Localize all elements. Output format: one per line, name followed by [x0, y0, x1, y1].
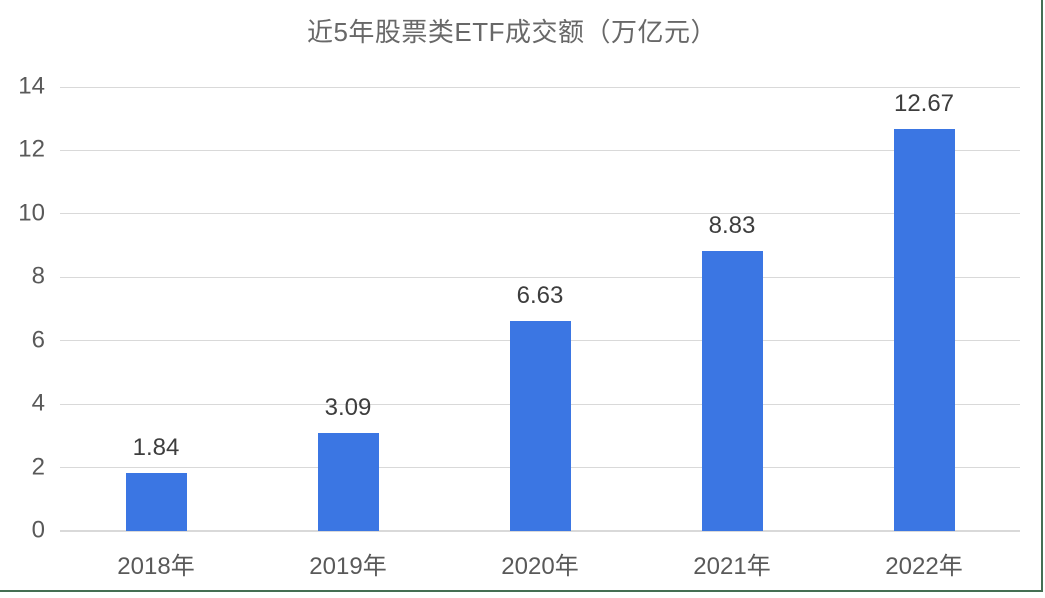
bar-value-label: 1.84	[132, 433, 180, 461]
y-axis-tick-label-10: 10	[18, 199, 45, 227]
gridline-14	[60, 86, 1020, 88]
bar-2021年	[701, 250, 763, 531]
bar-value-label: 3.09	[324, 394, 372, 422]
bar-2018年	[125, 472, 187, 531]
x-axis-tick-label-2022年: 2022年	[885, 553, 963, 580]
gridline-10	[60, 213, 1020, 215]
x-axis-tick-label-2021年: 2021年	[693, 553, 771, 580]
bar-value-label: 8.83	[708, 211, 756, 239]
y-axis-tick-label-14: 14	[18, 72, 45, 100]
x-axis-tick-label-2019年: 2019年	[309, 553, 387, 580]
table-border-bottom	[0, 590, 1043, 592]
x-axis-tick-label-2020年: 2020年	[501, 553, 579, 580]
plot-area: 0 2 4 6 8 10 12 14 1.84 2018年 3.09 2019年 6.63 2020年 8.…	[18, 72, 1020, 580]
y-axis-tick-label-12: 12	[18, 135, 45, 163]
y-axis-tick-label-0: 0	[31, 516, 45, 544]
y-axis-tick-label-8: 8	[31, 262, 45, 290]
y-axis-tick-label-6: 6	[31, 326, 45, 354]
bar-value-label: 12.67	[893, 90, 955, 118]
x-axis-line	[60, 530, 1020, 532]
bar-2022年	[893, 129, 955, 531]
bar-2019年	[317, 433, 379, 531]
y-axis-tick-label-2: 2	[31, 453, 45, 481]
gridline-8	[60, 276, 1020, 278]
x-axis-tick-label-2018年: 2018年	[117, 553, 195, 580]
bar-value-label: 6.63	[516, 281, 564, 309]
gridline-12	[60, 149, 1020, 151]
y-axis-tick-label-4: 4	[31, 389, 45, 417]
table-border-right	[1041, 0, 1043, 592]
chart-title: 近5年股票类ETF成交额（万亿元）	[306, 17, 718, 47]
bar-2020年	[509, 320, 571, 531]
